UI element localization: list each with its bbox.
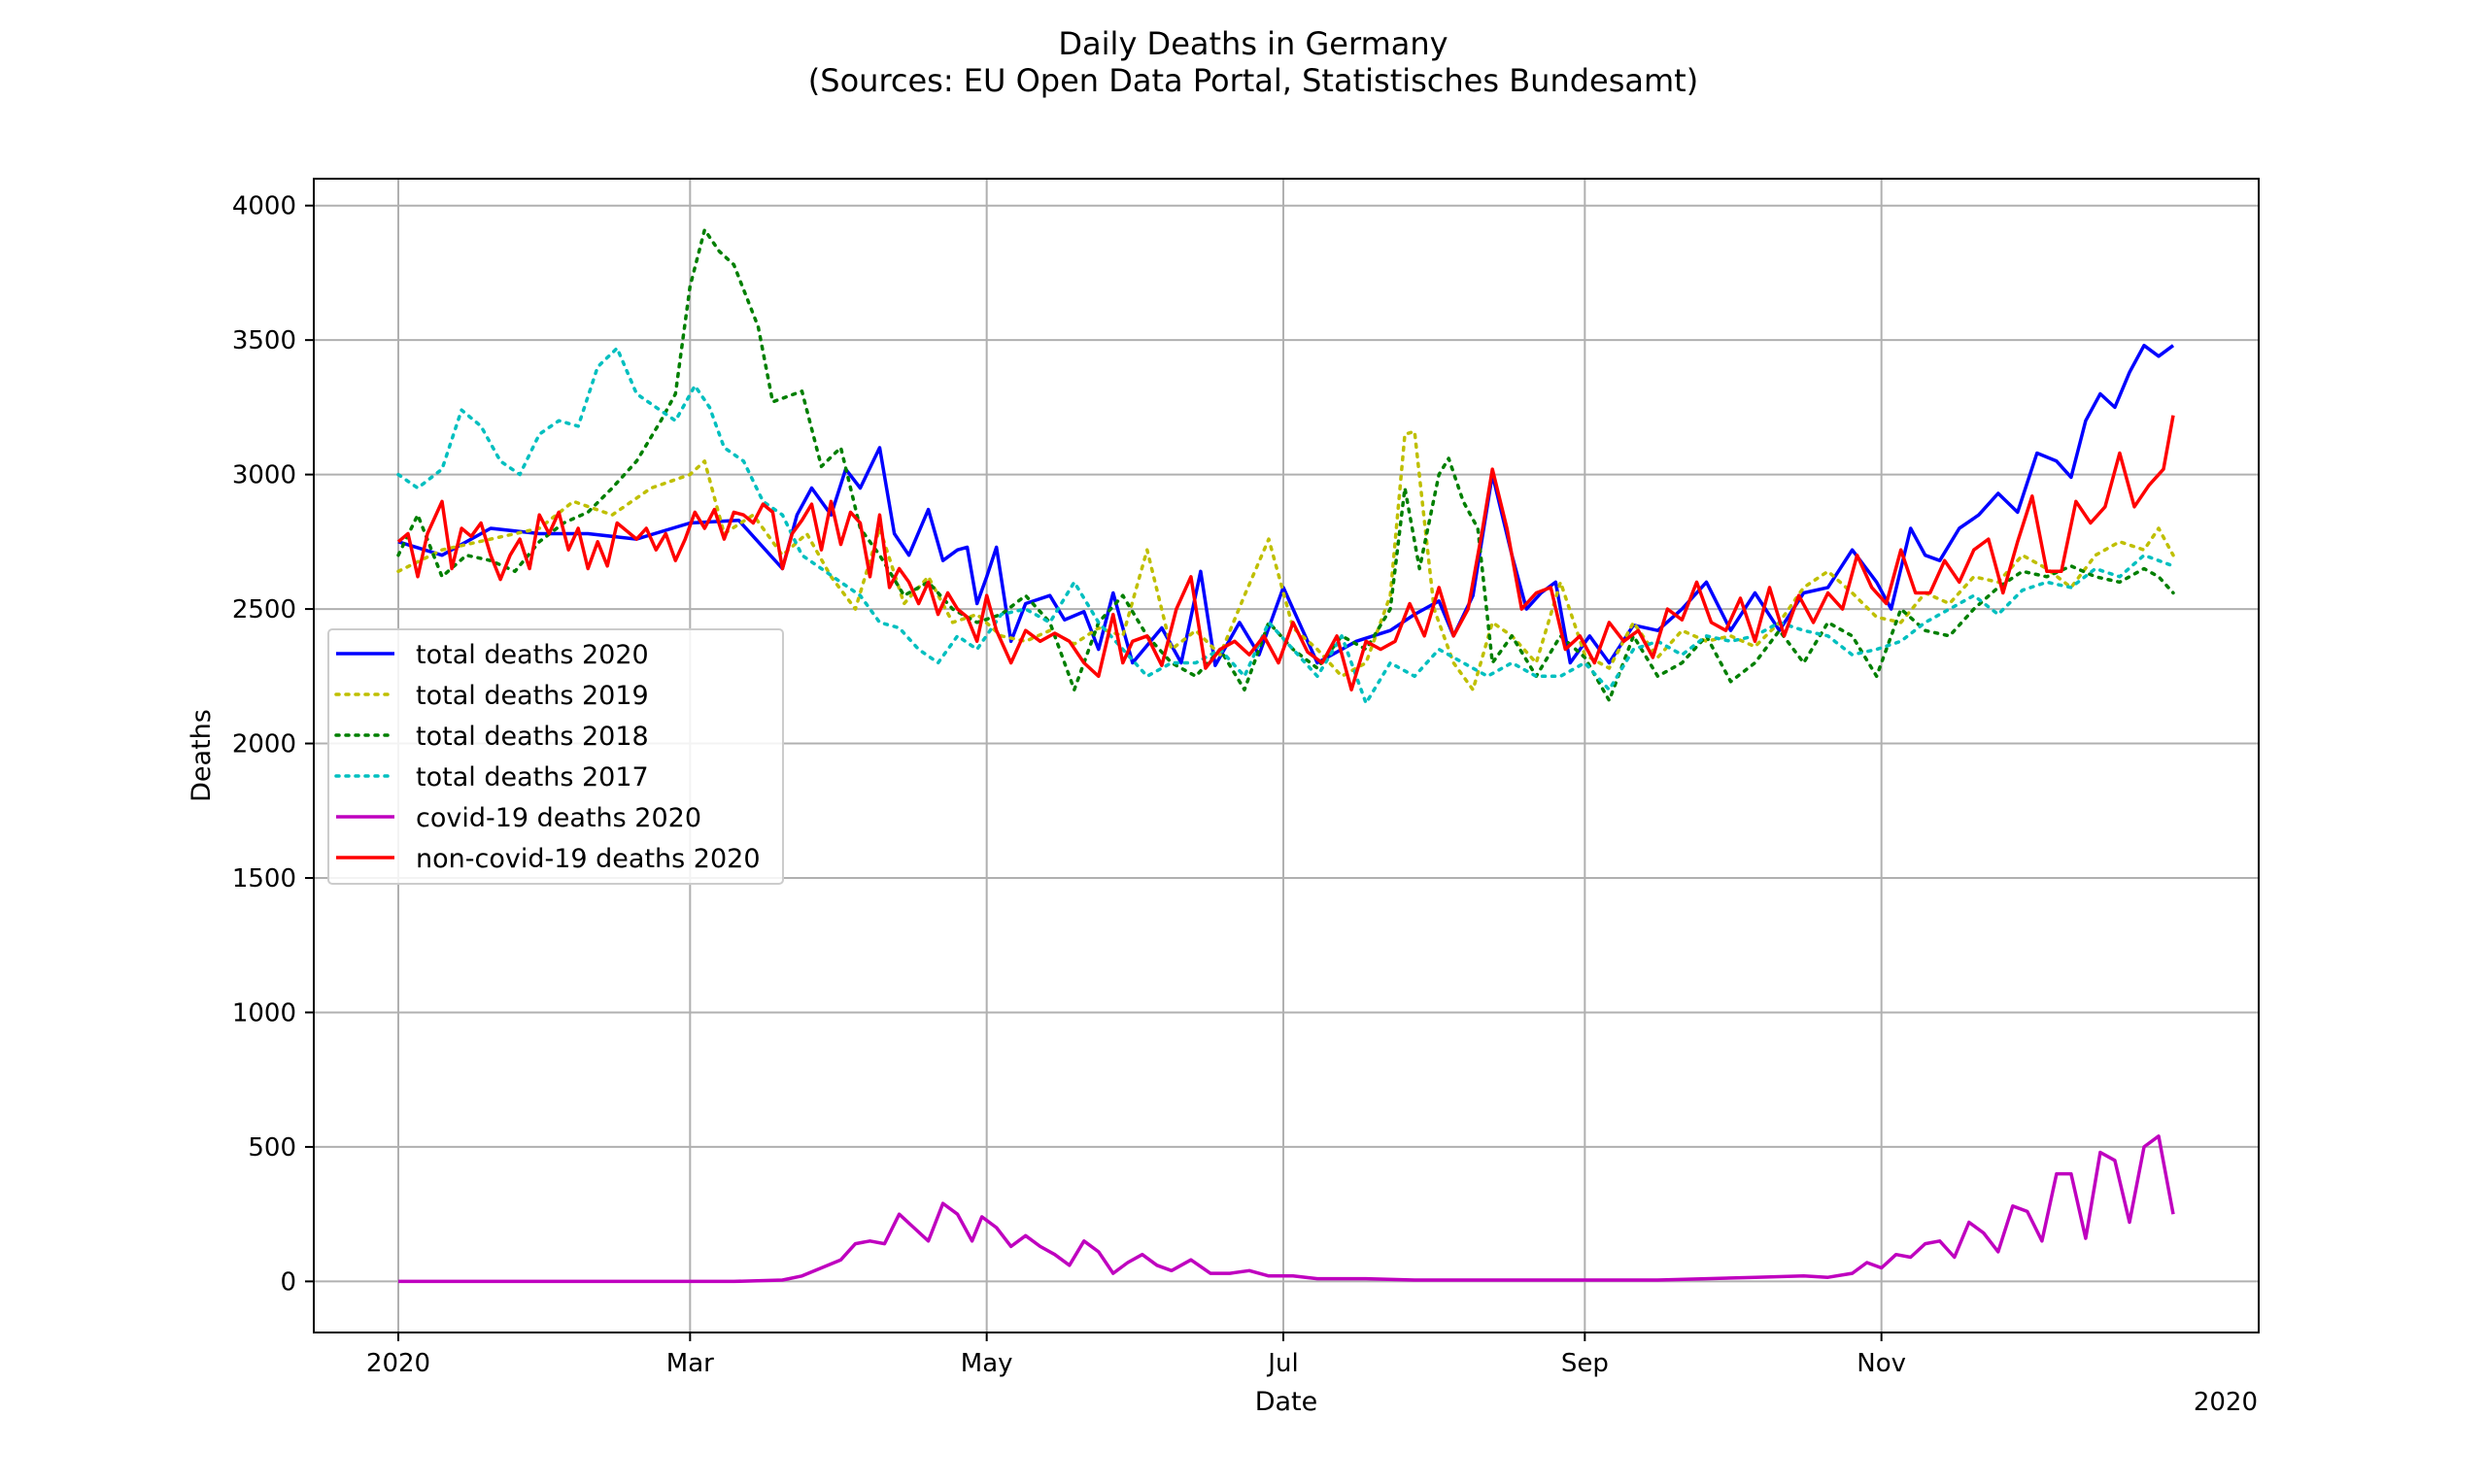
- series-line-5: [396, 415, 2175, 691]
- x-tick-label: Nov: [1857, 1349, 1906, 1378]
- y-tick-label: 500: [248, 1133, 296, 1163]
- legend-label: non-covid-19 deaths 2020: [416, 844, 761, 874]
- y-tick-label: 1000: [232, 998, 296, 1028]
- legend-box: [327, 628, 784, 885]
- y-tick-label: 2500: [232, 595, 296, 624]
- series-lines: [396, 227, 2175, 1284]
- series-line-4: [398, 1134, 2175, 1284]
- x-offset-label: 2020: [2194, 1388, 2258, 1417]
- legend-label: total deaths 2020: [416, 640, 649, 670]
- series-line-0: [397, 343, 2175, 667]
- legend-label: total deaths 2017: [416, 762, 649, 793]
- x-tick-label: Mar: [666, 1349, 714, 1378]
- plot-frame: [313, 178, 2260, 1333]
- x-tick-label: 2020: [366, 1349, 430, 1378]
- series-line-2: [396, 227, 2175, 702]
- chart-title: Daily Deaths in Germany: [1058, 25, 1448, 62]
- legend: total deaths 2020 total deaths 2019 total …: [327, 628, 784, 885]
- y-tick-label: 2000: [232, 730, 296, 759]
- chart-subtitle: (Sources: EU Open Data Portal, Statistis…: [808, 62, 1698, 99]
- x-axis-label: Date: [1255, 1387, 1318, 1417]
- legend-label: total deaths 2019: [416, 681, 649, 711]
- x-tick-label: Jul: [1266, 1349, 1298, 1378]
- x-tick-label: Sep: [1561, 1349, 1609, 1378]
- y-tick-label: 0: [280, 1267, 296, 1297]
- y-tick-label: 3500: [232, 326, 296, 355]
- legend-label: total deaths 2018: [416, 722, 649, 752]
- y-tick-label: 1500: [232, 864, 296, 894]
- y-tick-label: 3000: [232, 461, 296, 490]
- x-tick-label: May: [961, 1349, 1013, 1378]
- axis-ticks: 0 500 1000 1500 2000 2500 3000 3500 4000 2020 Mar M…: [232, 192, 1906, 1378]
- y-tick-label: 4000: [232, 192, 296, 221]
- y-axis-label: Deaths: [187, 709, 217, 802]
- legend-label: covid-19 deaths 2020: [416, 803, 701, 833]
